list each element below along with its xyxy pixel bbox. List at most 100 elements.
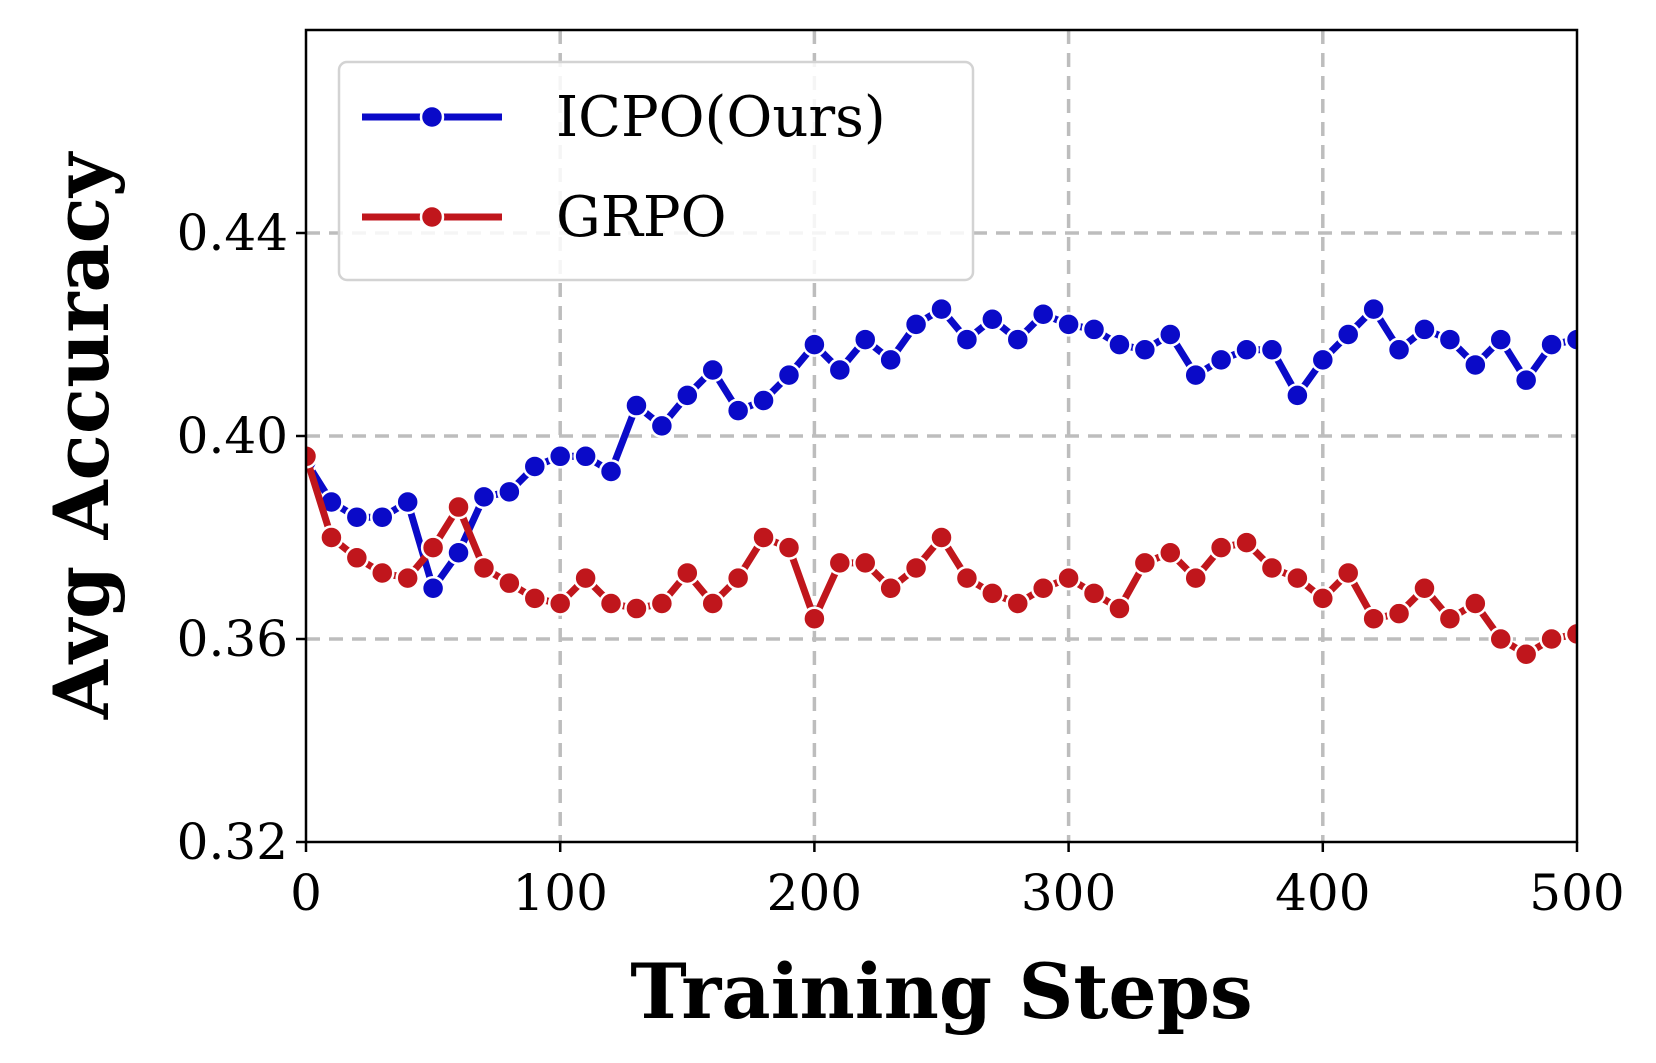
data-point <box>1081 317 1107 342</box>
data-point <box>1513 641 1539 667</box>
data-point <box>1335 560 1361 586</box>
data-point <box>319 525 344 550</box>
data-point <box>1234 337 1259 362</box>
data-point <box>1005 591 1031 616</box>
data-point <box>624 596 649 621</box>
data-point <box>344 504 370 530</box>
data-point <box>929 296 954 322</box>
data-point <box>1005 327 1031 352</box>
series-0 <box>306 296 1577 601</box>
data-point <box>395 489 420 515</box>
data-point <box>1056 312 1081 337</box>
data-point <box>1437 327 1463 352</box>
x-tick-label: 100 <box>512 864 607 922</box>
data-point <box>649 413 675 439</box>
data-point <box>1030 301 1056 327</box>
x-tick-label: 400 <box>1275 864 1370 922</box>
data-point <box>954 565 980 591</box>
data-point <box>751 525 776 550</box>
data-point <box>1564 621 1577 647</box>
data-point <box>1361 606 1386 631</box>
data-point <box>522 586 548 611</box>
series-line <box>306 452 1577 658</box>
data-point <box>598 591 624 616</box>
data-point <box>420 535 446 560</box>
data-point <box>1107 596 1132 621</box>
data-point <box>1234 530 1259 555</box>
data-point <box>1183 565 1208 591</box>
data-point <box>547 444 573 469</box>
data-point <box>954 327 980 352</box>
data-point <box>420 576 446 601</box>
data-point <box>1412 576 1437 601</box>
grid <box>306 30 1577 842</box>
data-point <box>1158 322 1183 347</box>
data-point <box>1259 555 1285 581</box>
data-point <box>1386 601 1412 626</box>
data-point <box>1539 332 1564 357</box>
data-point <box>1107 332 1132 357</box>
data-point <box>725 565 751 591</box>
data-point <box>776 535 802 560</box>
data-point <box>522 454 548 479</box>
data-point <box>649 591 675 616</box>
data-point <box>624 393 649 418</box>
x-tick-label: 500 <box>1529 864 1624 922</box>
x-axis-title: Training Steps <box>630 947 1252 1036</box>
data-point <box>446 494 471 520</box>
data-point <box>1488 327 1513 352</box>
data-point <box>929 525 954 550</box>
data-point <box>852 327 878 352</box>
data-point <box>1285 383 1310 408</box>
data-point <box>573 565 598 591</box>
data-point <box>598 459 624 484</box>
data-point <box>878 347 903 373</box>
data-point <box>675 560 700 586</box>
data-point <box>827 550 853 576</box>
legend: ICPO(Ours) GRPO <box>337 60 975 282</box>
data-point <box>1132 337 1158 362</box>
y-tick-label: 0.44 <box>177 204 288 262</box>
x-tick-label: 300 <box>1021 864 1116 922</box>
y-tick-label: 0.32 <box>177 813 288 871</box>
legend-marker <box>419 204 445 230</box>
data-point <box>497 479 522 505</box>
data-point <box>852 550 878 576</box>
data-point <box>547 591 573 616</box>
data-point <box>1132 550 1158 576</box>
y-tick-label: 0.40 <box>177 407 288 465</box>
data-point <box>1208 535 1234 560</box>
data-point <box>1361 296 1386 322</box>
data-point <box>700 591 725 616</box>
data-point <box>395 565 420 591</box>
data-point <box>1259 337 1285 362</box>
data-point <box>446 540 471 565</box>
data-point <box>1513 367 1539 393</box>
data-point <box>1285 565 1310 591</box>
data-point <box>802 332 827 357</box>
data-point <box>1310 586 1336 611</box>
data-point <box>802 606 827 631</box>
series-layer <box>306 296 1577 667</box>
data-point <box>497 570 522 596</box>
data-point <box>725 398 751 423</box>
data-point <box>903 312 929 337</box>
ticks: 0 100 200 300 400 500 0.32 0.36 0.40 0.44 <box>177 204 1625 922</box>
data-point <box>1564 327 1577 352</box>
x-tick-label: 0 <box>290 864 322 922</box>
data-point <box>1488 626 1513 652</box>
data-point <box>573 444 598 469</box>
data-point <box>1208 347 1234 373</box>
data-point <box>1412 317 1437 342</box>
data-point <box>1335 322 1361 347</box>
data-point <box>1183 362 1208 388</box>
data-point <box>700 357 725 383</box>
data-point <box>827 357 853 383</box>
data-point <box>1463 591 1488 616</box>
data-point <box>1539 626 1564 652</box>
data-point <box>903 555 929 581</box>
data-point <box>306 444 319 469</box>
data-point <box>878 576 903 601</box>
